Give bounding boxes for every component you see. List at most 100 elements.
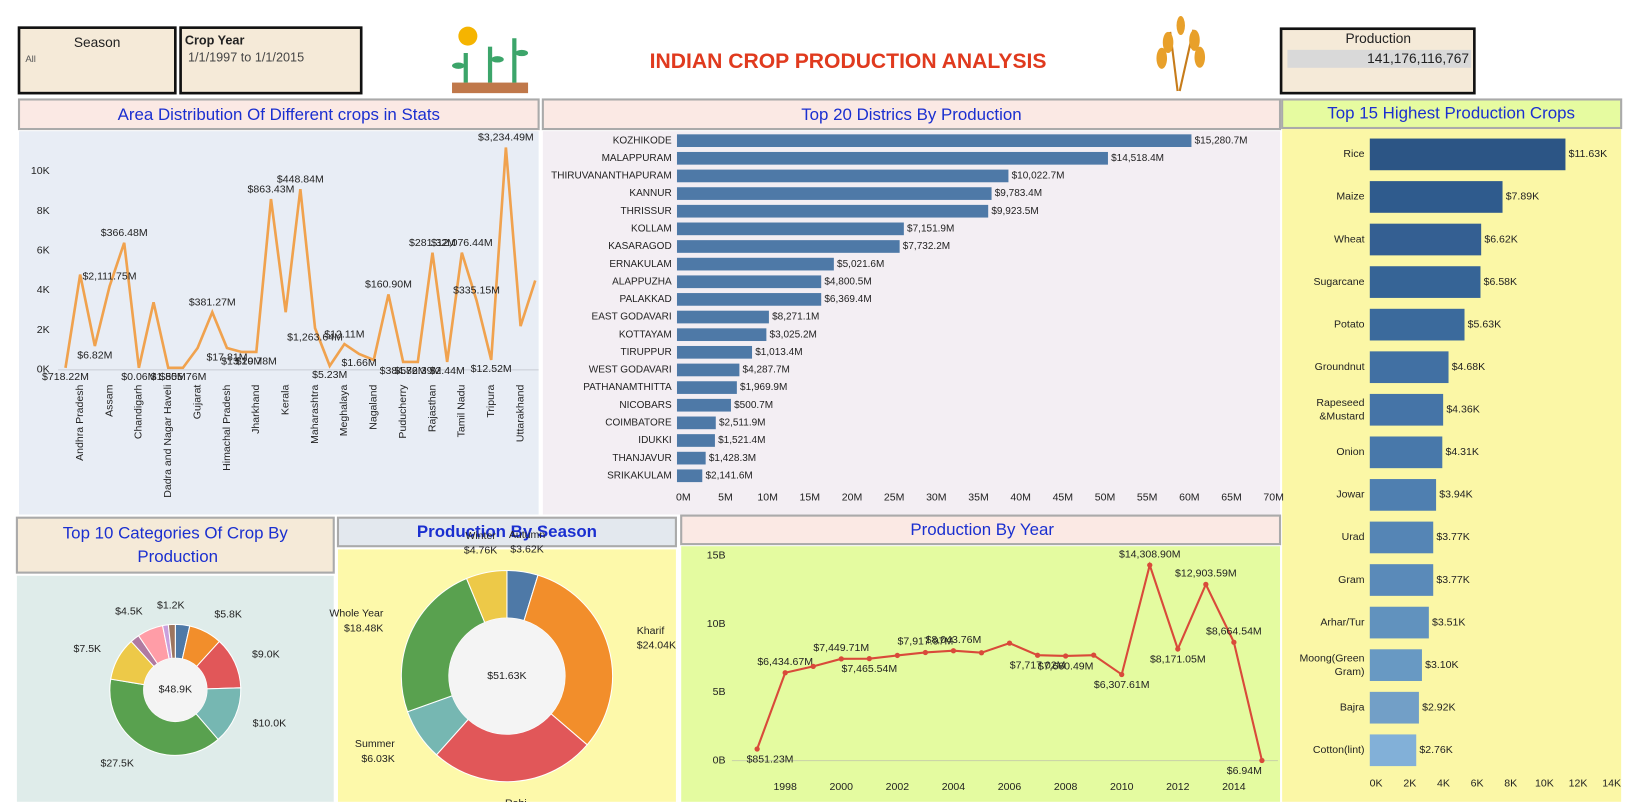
data-label: $4.31K [1445, 446, 1478, 458]
y-tick-label: 10K [31, 165, 50, 177]
data-label: $11.63K [1569, 148, 1608, 160]
production-value: 141,176,116,767 [1367, 51, 1469, 66]
bar [1369, 734, 1417, 767]
category-label: Rapeseed &Mustard [1316, 397, 1364, 423]
category-label: WEST GODAVARI [589, 365, 672, 376]
donut-hole [143, 658, 208, 722]
data-label: $13.29M [221, 355, 262, 367]
data-label: $12.11M [324, 328, 364, 340]
point [1259, 757, 1265, 764]
x-tick-label: 2006 [998, 781, 1022, 793]
x-tick-label: Gujarat [191, 385, 203, 420]
bar [1369, 606, 1429, 639]
data-label: $7,732.2M [903, 241, 950, 252]
data-label: $14,518.4M [1111, 153, 1164, 164]
data-label: $5.63K [1468, 318, 1501, 330]
donut-hole [448, 618, 566, 735]
crop-year-filter[interactable] [179, 26, 363, 95]
panel-title: Top 15 Highest Production Crops [1327, 104, 1575, 123]
data-label: $7.5K [74, 643, 102, 655]
point [978, 650, 985, 656]
bar [1369, 181, 1503, 213]
data-label: $10.0K [253, 718, 286, 730]
x-tick-label: 50M [1095, 491, 1116, 503]
bar [1369, 266, 1481, 298]
category-label: ERNAKULAM [609, 259, 671, 270]
x-tick-label: Andhra Pradesh [74, 385, 86, 461]
category-label: KOTTAYAM [619, 329, 672, 340]
data-label: $863.43M [248, 183, 295, 195]
data-label: $8,171.05M [1150, 653, 1206, 665]
data-label: $9,783.4M [995, 188, 1042, 199]
x-tick-label: 2012 [1166, 781, 1190, 793]
data-label: $586.39M [394, 365, 441, 377]
category-label: IDUKKI [638, 435, 671, 446]
bar [676, 240, 900, 253]
kpi-bar [1287, 49, 1472, 68]
data-label: $2.92K [1422, 701, 1455, 713]
category-label: Groundnut [1315, 361, 1365, 373]
category-label: KASARAGOD [608, 241, 671, 252]
data-label: $12,903.59M [1175, 568, 1237, 580]
data-label: $718.22M [42, 371, 89, 383]
data-label: $3.77K [1436, 574, 1469, 586]
x-tick-label: Puducherry [397, 384, 409, 439]
season-filter[interactable] [17, 26, 177, 95]
bar [676, 398, 731, 412]
data-label: $4.68K [1452, 361, 1485, 373]
data-label: $3,234.49M [478, 132, 534, 144]
crop-year-value: 1/1/1997 to 1/1/2015 [188, 51, 304, 65]
point [1231, 639, 1237, 645]
data-label: $6,434.67M [757, 656, 813, 668]
x-tick-label: 2K [1403, 778, 1416, 790]
panel-title: Top 20 Districs By Production [801, 105, 1021, 124]
category-label: Arhar/Tur [1320, 616, 1365, 628]
bar [676, 451, 706, 465]
data-label: $8,271.1M [772, 312, 819, 323]
bar [676, 293, 822, 306]
data-label: $335.15M [453, 285, 500, 297]
category-label: Wheat [1334, 233, 1365, 245]
data-label: $2,141.6M [705, 470, 752, 481]
bar [676, 204, 989, 218]
data-label: $12,076.44M [431, 237, 493, 249]
category-label: Jowar [1336, 489, 1365, 501]
panel-bg [681, 546, 1281, 802]
category-label: Cotton(lint) [1313, 744, 1365, 756]
data-label: $1.85M [151, 371, 186, 383]
data-label: $5.23M [312, 369, 347, 381]
x-tick-label: Jharkhand [250, 385, 262, 434]
x-tick-label: 6K [1471, 778, 1484, 790]
category-label: MALAPPURAM [602, 153, 672, 164]
data-label: $6.62K [1484, 233, 1517, 245]
bar [676, 134, 1192, 148]
x-tick-label: 40M [1010, 491, 1031, 503]
bar [676, 275, 822, 289]
x-tick-label: Dadra and Nagar Haveli [162, 385, 174, 498]
data-label: $6.82M [77, 349, 112, 361]
point [922, 649, 929, 656]
x-tick-label: 2008 [1054, 781, 1078, 793]
total-label: $51.63K [487, 670, 526, 682]
point [1091, 652, 1097, 658]
data-label: $4,287.7M [743, 365, 790, 376]
bar [676, 169, 1009, 183]
data-label: $9.0K [252, 648, 280, 660]
data-label: $18.48K [344, 623, 383, 635]
category-label: Urad [1342, 531, 1365, 543]
bar [676, 416, 716, 430]
y-tick-label: 8K [37, 205, 50, 217]
category-label: THRISSUR [620, 206, 671, 217]
x-tick-label: 15M [800, 491, 821, 503]
slice-name: Autumn [509, 529, 545, 541]
data-label: $6.58K [1484, 276, 1517, 288]
panel-title: Production By Year [910, 520, 1054, 539]
data-label: $1,521.4M [718, 435, 765, 446]
slice-name: Winter [465, 530, 496, 542]
category-label: Bajra [1340, 701, 1365, 713]
x-tick-label: Maharashtra [309, 385, 321, 444]
x-tick-label: 55M [1137, 491, 1158, 503]
x-tick-label: 10M [757, 491, 778, 503]
bar [676, 363, 740, 377]
data-label: $7,449.71M [813, 642, 869, 654]
